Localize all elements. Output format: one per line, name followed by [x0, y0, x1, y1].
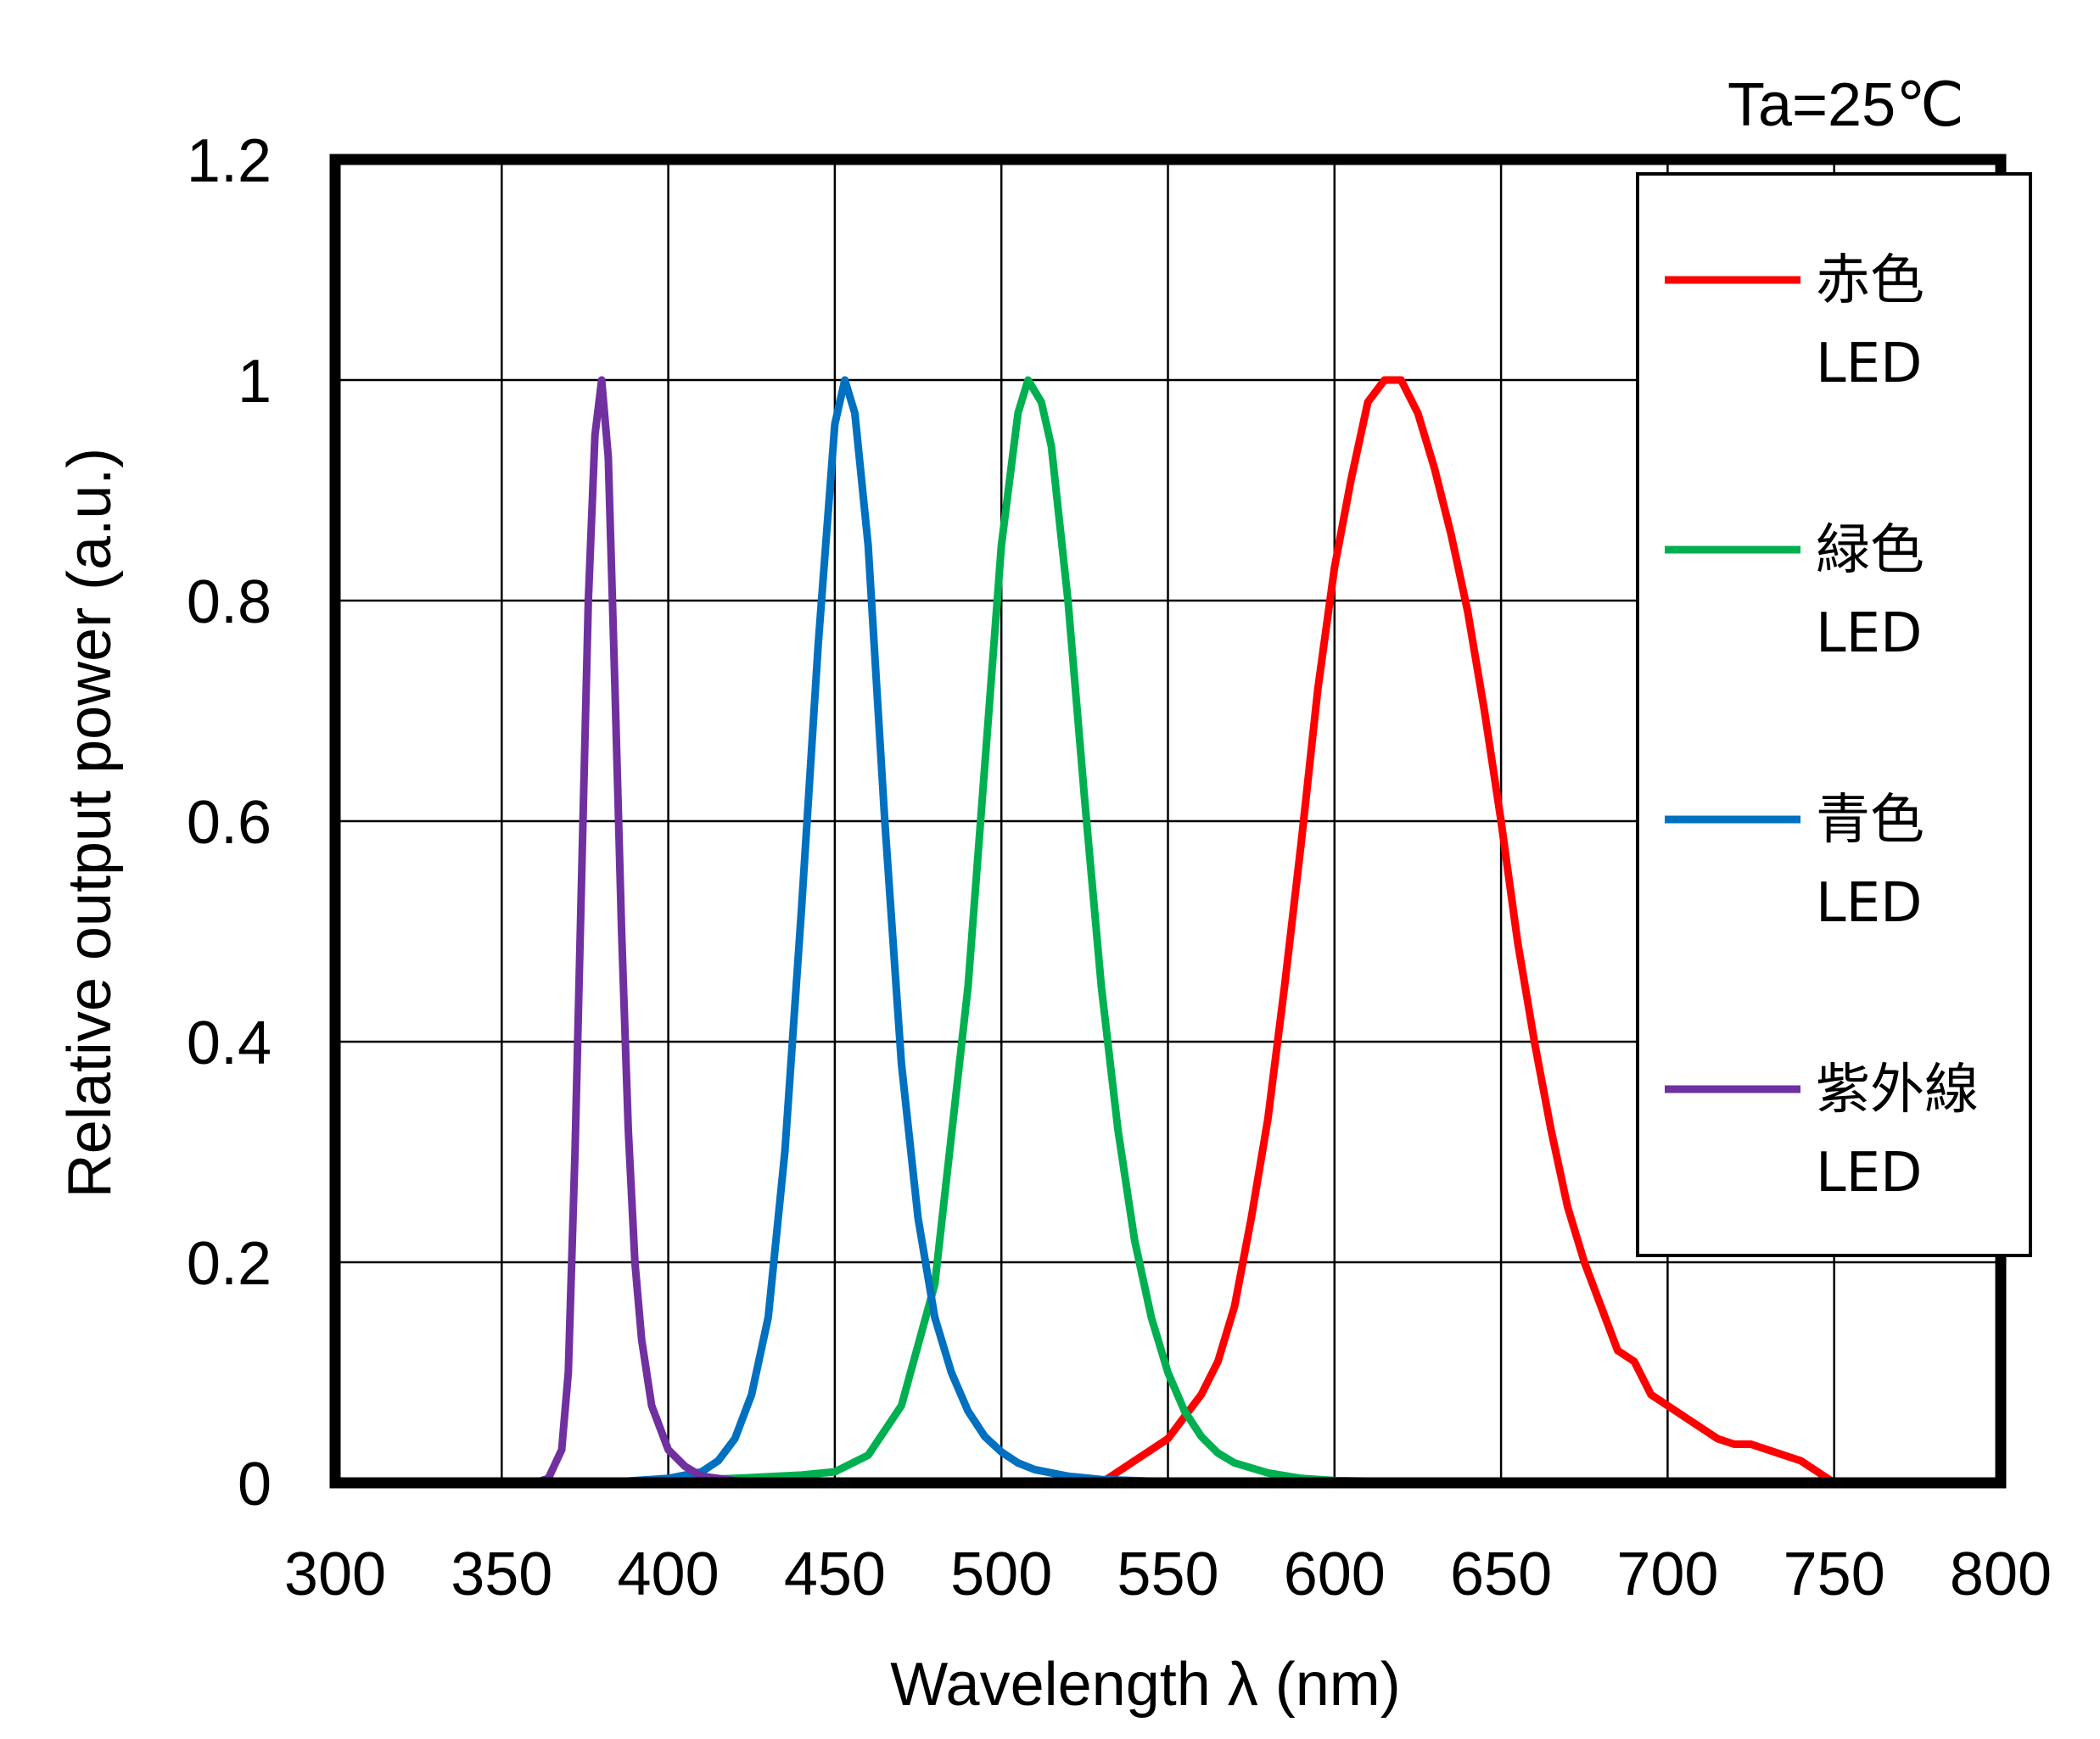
temperature-annotation: Ta=25℃	[1728, 71, 1964, 139]
x-tick-label: 700	[1616, 1540, 1718, 1608]
series-line-0	[331, 376, 2005, 1487]
legend-label-2: 青色	[1816, 789, 1924, 852]
legend-label-3: 紫外線	[1816, 1059, 1979, 1121]
x-axis-ticks: 300 350 400 450 500 550 600 650 700 750 800	[284, 1540, 2052, 1608]
legend-sublabel-1: LED	[1816, 602, 1922, 665]
legend-box	[1636, 172, 2032, 1257]
y-tick-label: 0	[238, 1451, 272, 1518]
x-tick-label: 400	[618, 1540, 720, 1608]
y-tick-label: 0.2	[187, 1230, 272, 1298]
y-tick-label: 0.4	[187, 1009, 272, 1077]
y-tick-label: 0.6	[187, 789, 272, 857]
legend-sublabel-0: LED	[1816, 333, 1922, 395]
series-line-3	[331, 376, 2005, 1487]
legend-label-0: 赤色	[1816, 249, 1924, 312]
legend-label-1: 緑色	[1816, 519, 1924, 582]
x-tick-label: 650	[1450, 1540, 1552, 1608]
y-tick-label: 1.2	[187, 127, 272, 195]
x-tick-label: 450	[784, 1540, 886, 1608]
series-group	[331, 376, 2005, 1487]
legend-sublabel-2: LED	[1816, 872, 1922, 935]
x-axis-label: Wavelength λ (nm)	[890, 1651, 1401, 1719]
x-tick-label: 550	[1117, 1540, 1218, 1608]
x-tick-label: 800	[1950, 1540, 2052, 1608]
x-tick-label: 350	[451, 1540, 552, 1608]
y-axis-label: Relative output power (a.u.)	[56, 448, 124, 1198]
legend: 赤色 LED 緑色 LED 青色 LED 紫外線 LED	[1636, 172, 2032, 1257]
y-tick-label: 0.8	[187, 568, 272, 636]
series-line-2	[331, 376, 2005, 1487]
y-tick-label: 1	[238, 348, 272, 416]
x-tick-label: 300	[284, 1540, 386, 1608]
x-tick-label: 500	[950, 1540, 1052, 1608]
y-axis-ticks: 0 0.2 0.4 0.6 0.8 1 1.2	[187, 127, 272, 1518]
legend-sublabel-3: LED	[1816, 1142, 1922, 1205]
series-line-1	[331, 376, 2005, 1487]
x-tick-label: 600	[1284, 1540, 1386, 1608]
x-tick-label: 750	[1784, 1540, 1885, 1608]
